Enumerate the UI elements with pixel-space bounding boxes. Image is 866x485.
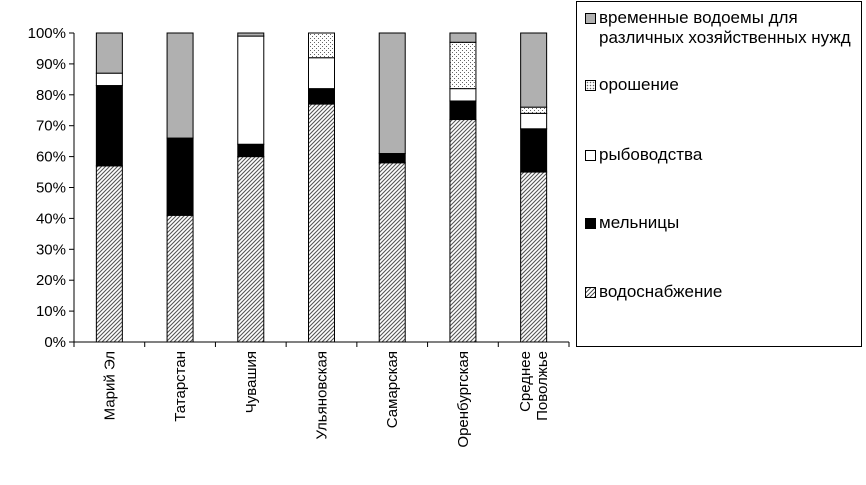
legend-label: орошение	[599, 75, 679, 94]
x-category-label: Среднее	[517, 351, 534, 412]
legend-item: временные водоемы для различных хозяйств…	[585, 8, 857, 48]
legend-label: временные водоемы для различных хозяйств…	[599, 8, 851, 47]
bar-segment	[237, 143, 265, 158]
y-tick-label: 40%	[36, 210, 66, 227]
bar-segment	[449, 32, 477, 43]
bar-segment	[520, 106, 548, 114]
y-tick-label: 90%	[36, 56, 66, 73]
legend-swatch	[585, 287, 596, 298]
y-tick-label: 30%	[36, 241, 66, 258]
bar-segment	[166, 32, 194, 139]
bar-segment	[308, 57, 335, 90]
legend-item: орошение	[585, 75, 857, 95]
bar-segment	[449, 88, 477, 102]
y-tick-label: 50%	[36, 180, 66, 197]
bar-segment	[520, 171, 548, 343]
bar-segment	[237, 32, 265, 37]
legend-item: водоснабжение	[585, 282, 857, 302]
legend-label: водоснабжение	[599, 282, 723, 301]
x-category-label: Татарстан	[172, 351, 189, 422]
y-tick-label: 10%	[36, 303, 66, 320]
legend-swatch	[585, 150, 596, 161]
chart-labels: 0% 10% 20% 30% 40% 50% 60% 70% 80% 90% 100% Марий Э…	[28, 25, 552, 448]
bar-segment	[308, 32, 335, 59]
x-category-label: Чувашия	[243, 351, 260, 413]
bar-segment	[237, 156, 265, 343]
chart-bars	[95, 32, 548, 343]
bar-segment	[95, 165, 123, 343]
legend-item: рыбоводства	[585, 145, 857, 165]
bar-segment	[166, 214, 194, 343]
bar-segment	[520, 32, 548, 108]
bar-segment	[308, 103, 335, 343]
x-category-label: Марий Эл	[101, 351, 118, 420]
bar-segment	[378, 153, 406, 164]
bar-segment	[449, 41, 477, 90]
bar-segment	[378, 32, 406, 155]
x-category-label: Поволжье	[534, 351, 551, 421]
legend-swatch	[585, 13, 596, 24]
y-tick-label: 0%	[44, 334, 66, 351]
legend-item: мельницы	[585, 213, 857, 233]
chart-axes	[69, 32, 570, 347]
bar-segment	[308, 88, 335, 105]
x-category-label: Оренбургская	[455, 351, 472, 448]
y-tick-label: 60%	[36, 149, 66, 166]
bar-segment	[520, 112, 548, 130]
bar-segment	[95, 85, 123, 167]
y-tick-label: 70%	[36, 118, 66, 135]
bar-segment	[520, 128, 548, 173]
legend-label: мельницы	[599, 213, 680, 232]
y-tick-label: 20%	[36, 272, 66, 289]
x-category-label: Ульяновская	[314, 351, 331, 440]
legend-swatch	[585, 218, 596, 229]
x-category-label: Самарская	[384, 351, 401, 428]
bar-segment	[449, 100, 477, 121]
bar-segment	[449, 119, 477, 343]
legend-swatch	[585, 80, 596, 91]
bar-segment	[95, 32, 123, 74]
bar-segment	[237, 35, 265, 145]
bar-segment	[166, 137, 194, 216]
legend-label: рыбоводства	[599, 145, 703, 164]
chart-legend: временные водоемы для различных хозяйств…	[576, 1, 862, 347]
y-tick-label: 100%	[28, 25, 66, 42]
y-tick-label: 80%	[36, 87, 66, 104]
bar-segment	[95, 72, 123, 87]
bar-segment	[378, 162, 406, 343]
